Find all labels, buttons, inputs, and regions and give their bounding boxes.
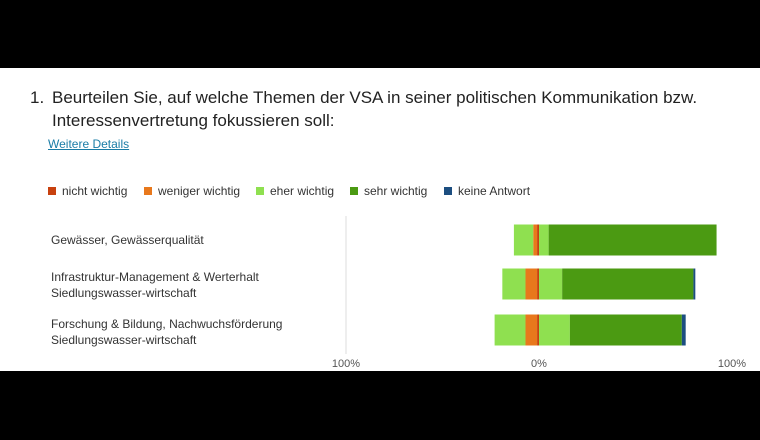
row-label-gewaesser: Gewässer, Gewässerqualität <box>51 232 331 248</box>
bar-segment-weniger_wichtig-0 <box>533 224 538 256</box>
row-label-line: Infrastruktur-Management & Werterhalt <box>51 270 259 284</box>
legend-swatch-nicht-wichtig <box>48 187 56 195</box>
legend-swatch-eher-wichtig <box>256 187 264 195</box>
row-label-line: Gewässer, Gewässerqualität <box>51 233 204 247</box>
bar-segment-nicht_wichtig-1 <box>537 268 539 300</box>
bar-segment-keine_antwort-1 <box>693 268 696 300</box>
row-label-line: Siedlungswasser-wirtschaft <box>51 333 197 347</box>
bar-segment-eher_wichtig-0 <box>513 224 534 256</box>
bar-segment-keine_antwort-2 <box>681 314 686 346</box>
bar-segment-nicht_wichtig-2 <box>537 314 539 346</box>
legend-label-eher-wichtig: eher wichtig <box>270 184 335 198</box>
bar-segment-nicht_wichtig-0 <box>537 224 539 256</box>
legend-item-keine-antwort[interactable]: keine Antwort <box>444 184 530 198</box>
legend-label-keine-antwort: keine Antwort <box>458 184 531 198</box>
legend-item-weniger-wichtig[interactable]: weniger wichtig <box>144 184 240 198</box>
bar-segment-eher_wichtig-1 <box>502 268 526 300</box>
bar-segment-weniger_wichtig-2 <box>525 314 538 346</box>
diverging-bar-chart: 100% 0% 100% <box>332 216 746 370</box>
legend-swatch-keine-antwort <box>444 187 452 195</box>
bar-segment-sehr_wichtig-0 <box>548 224 717 256</box>
legend-item-nicht-wichtig[interactable]: nicht wichtig <box>48 184 127 198</box>
bar-segment-eher_wichtig-2 <box>539 314 570 346</box>
x-tick-label-2: 100% <box>718 358 746 370</box>
legend-item-eher-wichtig[interactable]: eher wichtig <box>256 184 334 198</box>
legend-swatch-weniger-wichtig <box>144 187 152 195</box>
more-details-link[interactable]: Weitere Details <box>48 137 130 151</box>
bar-segment-sehr_wichtig-1 <box>562 268 694 300</box>
survey-question-panel: 1. Beurteilen Sie, auf welche Themen der… <box>0 68 760 371</box>
row-label-line: Siedlungswasser-wirtschaft <box>51 286 197 300</box>
bar-segment-weniger_wichtig-1 <box>525 268 538 300</box>
legend-label-weniger-wichtig: weniger wichtig <box>158 184 241 198</box>
row-label-forschung: Forschung & Bildung, Nachwuchsförderung … <box>51 316 331 348</box>
bar-segment-eher_wichtig-1 <box>539 268 563 300</box>
row-label-infrastruktur: Infrastruktur-Management & Werterhalt Si… <box>51 269 331 301</box>
x-tick-label-1: 0% <box>531 358 547 370</box>
legend-item-sehr-wichtig[interactable]: sehr wichtig <box>350 184 427 198</box>
x-tick-label-0: 100% <box>332 358 360 370</box>
legend-label-nicht-wichtig: nicht wichtig <box>62 184 128 198</box>
question-text: Beurteilen Sie, auf welche Themen der VS… <box>52 88 698 130</box>
bar-segment-eher_wichtig-0 <box>539 224 549 256</box>
question-number: 1. <box>30 88 45 107</box>
legend-swatch-sehr-wichtig <box>350 187 358 195</box>
bar-segment-eher_wichtig-2 <box>494 314 526 346</box>
legend-label-sehr-wichtig: sehr wichtig <box>364 184 428 198</box>
bar-segment-sehr_wichtig-2 <box>569 314 682 346</box>
row-label-line: Forschung & Bildung, Nachwuchsförderung <box>51 317 283 331</box>
